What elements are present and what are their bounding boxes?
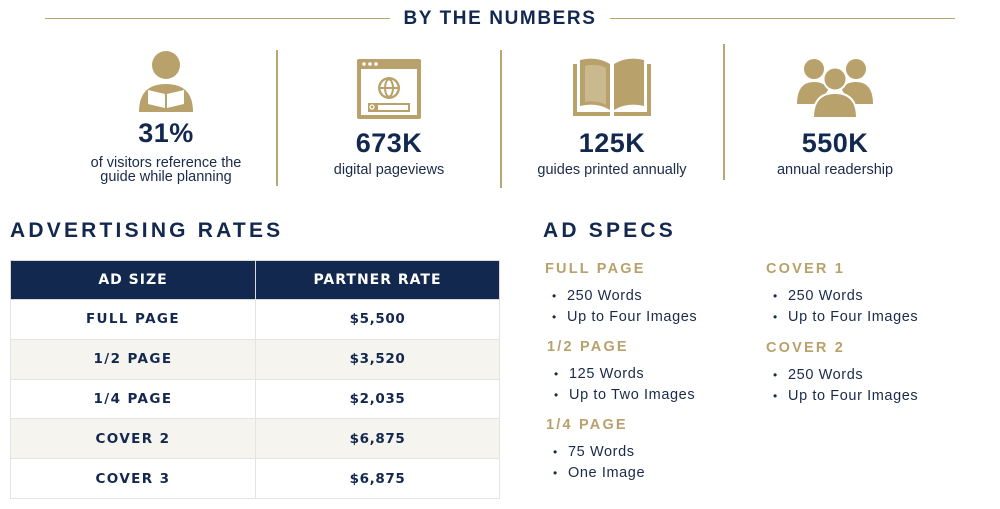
- rates-table: AD SIZE PARTNER RATE FULL PAGE $5,500 1/…: [10, 260, 500, 499]
- stat-number: 550K: [801, 128, 869, 158]
- list-item: 250 Words: [552, 286, 697, 307]
- column-header-ad-size: AD SIZE: [10, 260, 256, 300]
- spec-list: 250 Words Up to Four Images: [766, 286, 918, 328]
- stat-caption: digital pageviews: [333, 162, 445, 178]
- list-item: Up to Two Images: [554, 385, 695, 406]
- table-row: 1/2 PAGE $3,520: [10, 338, 500, 380]
- list-item: 250 Words: [773, 286, 918, 307]
- table-header-row: AD SIZE PARTNER RATE: [10, 260, 500, 300]
- table-row: FULL PAGE $5,500: [10, 299, 500, 340]
- rate-cell: $3,520: [255, 338, 500, 380]
- ad-size-cell: 1/2 PAGE: [10, 338, 256, 380]
- section-title-ad-specs: AD SPECS: [543, 219, 676, 242]
- ad-size-cell: COVER 3: [10, 458, 256, 499]
- ad-size-cell: FULL PAGE: [10, 299, 256, 340]
- header-rule-left: [45, 18, 390, 19]
- reader-icon: [139, 51, 193, 112]
- ad-size-cell: 1/4 PAGE: [10, 378, 256, 420]
- stat-printed: 125K guides printed annually: [504, 48, 720, 188]
- stat-visitors: 31% of visitors reference the guide whil…: [60, 48, 272, 188]
- section-title-by-the-numbers: BY THE NUMBERS: [403, 8, 597, 29]
- spec-list: 250 Words Up to Four Images: [766, 365, 918, 407]
- column-header-partner-rate: PARTNER RATE: [255, 260, 500, 300]
- stat-caption: guides printed annually: [537, 162, 687, 178]
- spec-heading: 1/2 PAGE: [547, 339, 629, 355]
- list-item: One Image: [553, 463, 645, 484]
- table-row: 1/4 PAGE $2,035: [10, 378, 500, 420]
- list-item: Up to Four Images: [773, 307, 918, 328]
- table-row: COVER 3 $6,875: [10, 458, 500, 499]
- stat-number: 673K: [355, 128, 423, 158]
- spec-group-cover-2: COVER 2 250 Words Up to Four Images: [766, 340, 918, 407]
- stat-divider: [723, 44, 725, 180]
- spec-group-cover-1: COVER 1 250 Words Up to Four Images: [766, 261, 918, 328]
- stat-divider: [276, 50, 278, 186]
- spec-heading: COVER 2: [766, 340, 846, 356]
- section-title-advertising-rates: ADVERTISING RATES: [10, 219, 284, 242]
- list-item: 250 Words: [773, 365, 918, 386]
- stat-divider: [500, 50, 502, 188]
- stat-number: 31%: [138, 118, 194, 148]
- stat-number: 125K: [578, 128, 646, 158]
- rate-cell: $6,875: [255, 458, 500, 499]
- list-item: Up to Four Images: [552, 307, 697, 328]
- stat-caption: guide while planning: [100, 169, 232, 185]
- ad-size-cell: COVER 2: [10, 418, 256, 460]
- rate-cell: $2,035: [255, 378, 500, 420]
- stat-readership: 550K annual readership: [727, 48, 943, 188]
- browser-globe-icon: [357, 59, 421, 119]
- spec-list: 125 Words Up to Two Images: [547, 364, 695, 406]
- list-item: Up to Four Images: [773, 386, 918, 407]
- spec-group-half-page: 1/2 PAGE 125 Words Up to Two Images: [547, 339, 695, 406]
- spec-heading: COVER 1: [766, 261, 846, 277]
- spec-heading: FULL PAGE: [545, 261, 646, 277]
- stat-pageviews: 673K digital pageviews: [280, 48, 498, 188]
- rate-cell: $5,500: [255, 299, 500, 340]
- spec-list: 250 Words Up to Four Images: [545, 286, 697, 328]
- spec-group-quarter-page: 1/4 PAGE 75 Words One Image: [546, 417, 645, 484]
- spec-group-full-page: FULL PAGE 250 Words Up to Four Images: [545, 261, 697, 328]
- open-book-icon: [573, 58, 651, 116]
- rate-cell: $6,875: [255, 418, 500, 460]
- stat-caption: annual readership: [776, 162, 894, 178]
- list-item: 75 Words: [553, 442, 645, 463]
- people-group-icon: [797, 59, 873, 118]
- spec-heading: 1/4 PAGE: [546, 417, 628, 433]
- list-item: 125 Words: [554, 364, 695, 385]
- stat-caption: of visitors reference the: [90, 155, 242, 171]
- spec-list: 75 Words One Image: [546, 442, 645, 484]
- header-rule-right: [610, 18, 955, 19]
- table-row: COVER 2 $6,875: [10, 418, 500, 460]
